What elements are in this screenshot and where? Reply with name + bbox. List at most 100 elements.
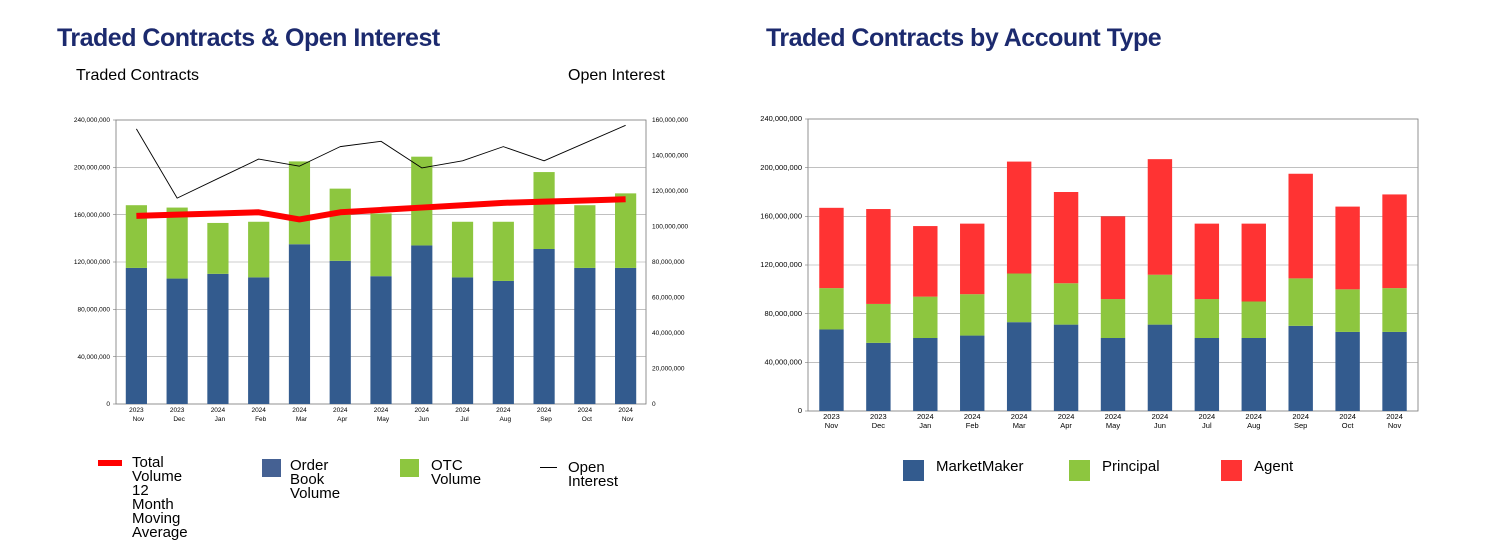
bar-agent [1241,223,1266,302]
bar-order-book-volume [411,245,433,404]
x-tick-month: Oct [582,416,592,423]
x-tick-month: Mar [1013,421,1026,430]
bar-otc-volume [411,156,433,246]
legend-swatch [98,460,122,466]
y2-tick-label: 80,000,000 [652,259,685,266]
y-tick-label: 160,000,000 [760,212,802,221]
bar-otc-volume [125,205,147,268]
x-tick-month: Dec [173,416,185,423]
line-open-interest [135,124,626,199]
x-tick-year: 2024 [333,407,348,414]
x-tick-year: 2023 [170,407,185,414]
bar-order-book-volume [166,278,188,404]
x-tick-month: Jun [419,416,430,423]
chart-traded-contracts-open-interest: 0 40,000,000 80,000,000 120,000,000 160,000,… [74,117,689,423]
bar-agent [819,207,844,289]
chart-title-traded-contracts-open-interest: Traded Contracts & Open Interest [57,24,440,52]
line-total-volume-12-month-moving-average [136,196,626,223]
y-tick-label: 40,000,000 [764,358,802,367]
y-tick-label: 80,000,000 [764,309,802,318]
bar-principal [1382,288,1407,332]
bar-order-book-volume [248,277,270,404]
legend-swatch [540,467,557,468]
x-tick-year: 2024 [374,407,389,414]
legend-label: Order Book Volume [290,457,341,502]
bar-principal [866,303,891,343]
x-tick-month: Apr [1060,421,1072,430]
bar-otc-volume [329,188,351,261]
x-tick-month: Jun [1154,421,1166,430]
bar-order-book-volume [451,277,474,404]
x-tick-month: Nov [133,416,145,423]
bar-agent [1382,194,1407,289]
bar-agent [1053,192,1079,284]
x-tick-month: Nov [825,421,839,430]
x-tick-year: 2024 [1245,412,1262,421]
x-tick-year: 2024 [1011,412,1028,421]
right-axis-label: Open Interest [568,67,665,84]
legend-label: OTC Volume [431,457,482,488]
bar-agent [1335,206,1360,290]
y-tick-label: 40,000,000 [77,354,110,361]
legend-swatch [262,459,281,477]
bar-marketmaker [819,329,844,411]
bar-agent [1147,159,1173,275]
bar-order-book-volume [533,248,555,404]
y2-tick-label: 120,000,000 [652,188,689,195]
x-tick-month: Apr [337,416,348,423]
x-tick-year: 2024 [1386,412,1403,421]
x-tick-year: 2023 [129,407,144,414]
legend-label: Agent [1254,458,1294,475]
bar-marketmaker [1006,322,1032,411]
bar-otc-volume [533,172,555,249]
left-axis-label: Traded Contracts [76,67,200,84]
legend-label: Principal [1102,458,1160,475]
bar-marketmaker [960,335,985,411]
y-tick-label: 80,000,000 [77,307,110,314]
x-tick-year: 2024 [1339,412,1356,421]
x-tick-year: 2024 [1199,412,1216,421]
bar-principal [1288,278,1313,326]
bar-principal [1194,299,1220,338]
y-tick-label: 0 [106,401,110,408]
x-tick-month: Jul [1202,421,1212,430]
y2-tick-label: 40,000,000 [652,330,685,337]
legend-swatch [1221,460,1242,481]
x-tick-year: 2024 [1058,412,1075,421]
x-tick-month: Jan [919,421,931,430]
bar-order-book-volume [125,267,147,404]
bar-order-book-volume [615,267,637,404]
legend-swatch [1069,460,1090,481]
bar-principal [1100,299,1126,338]
bar-order-book-volume [574,267,596,404]
y2-tick-label: 100,000,000 [652,224,689,231]
x-tick-year: 2024 [1292,412,1309,421]
bar-order-book-volume [288,244,311,404]
x-tick-month: Feb [966,421,979,430]
bar-otc-volume [248,221,270,278]
x-tick-month: Oct [1342,421,1355,430]
x-tick-year: 2024 [618,407,633,414]
bar-otc-volume [615,193,637,268]
x-tick-year: 2024 [251,407,266,414]
bar-marketmaker [1241,338,1266,411]
x-tick-month: Aug [1247,421,1260,430]
y-tick-label: 200,000,000 [74,165,111,172]
bar-otc-volume [288,161,311,245]
bar-agent [1194,223,1220,300]
y2-tick-label: 60,000,000 [652,295,685,302]
bar-marketmaker [1288,325,1313,411]
x-tick-year: 2023 [870,412,887,421]
bar-principal [1241,301,1266,338]
x-tick-month: Nov [1388,421,1402,430]
x-tick-month: Sep [540,416,552,423]
x-tick-year: 2023 [823,412,840,421]
x-tick-month: May [1106,421,1120,430]
legend-label: Open Interest [568,459,619,490]
bar-principal [1006,273,1032,323]
bar-principal [819,288,844,330]
x-tick-month: May [377,416,390,423]
bar-otc-volume [451,221,474,278]
legend-swatch [400,459,419,477]
legend-label: Total Volume 12 Month Moving Average [132,454,188,541]
